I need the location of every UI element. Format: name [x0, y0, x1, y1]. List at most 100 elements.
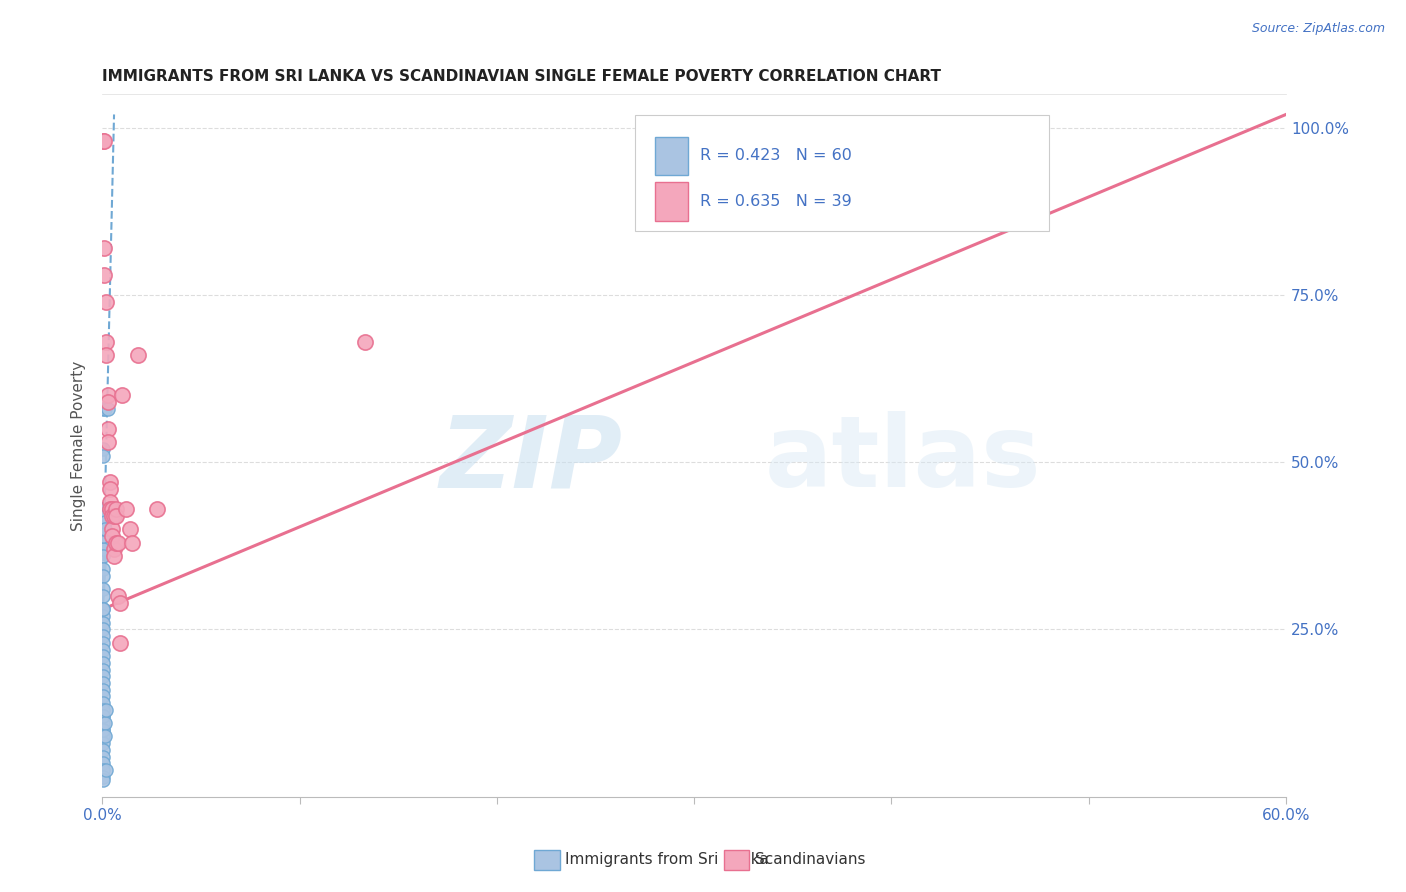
Point [98, 495, 121, 509]
Point [91, 449, 114, 463]
Point [96, 334, 118, 349]
Point [96, 703, 118, 717]
Point [121, 535, 143, 549]
Point [91, 609, 114, 624]
Point [103, 508, 125, 523]
Point [96, 348, 118, 362]
Point [111, 388, 134, 402]
Point [91, 642, 114, 657]
Point [97, 401, 120, 416]
Text: atlas: atlas [765, 411, 1042, 508]
Point [107, 535, 129, 549]
Point [91, 542, 114, 557]
Point [91, 749, 114, 764]
Point [118, 522, 141, 536]
Point [91, 663, 114, 677]
Point [101, 508, 124, 523]
Point [91, 522, 114, 536]
Point [93, 709, 115, 723]
FancyBboxPatch shape [655, 182, 688, 221]
FancyBboxPatch shape [636, 115, 1049, 231]
Point [93, 134, 115, 148]
Point [93, 268, 115, 282]
Point [91, 582, 114, 597]
Point [91, 716, 114, 731]
Point [91, 516, 114, 530]
Point [91, 730, 114, 744]
Point [91, 703, 114, 717]
Text: Scandinavians: Scandinavians [755, 853, 866, 867]
Point [93, 723, 115, 737]
Point [127, 348, 149, 362]
Point [91, 401, 114, 416]
Point [91, 656, 114, 670]
Point [97, 388, 120, 402]
Point [98, 502, 121, 516]
Point [93, 508, 115, 523]
Point [94, 522, 117, 536]
Point [91, 649, 114, 664]
Point [105, 508, 128, 523]
Point [91, 589, 114, 603]
Point [91, 134, 114, 148]
Point [91, 615, 114, 630]
Point [146, 502, 169, 516]
Text: Immigrants from Sri Lanka: Immigrants from Sri Lanka [565, 853, 769, 867]
Text: IMMIGRANTS FROM SRI LANKA VS SCANDINAVIAN SINGLE FEMALE POVERTY CORRELATION CHAR: IMMIGRANTS FROM SRI LANKA VS SCANDINAVIA… [103, 69, 941, 84]
Point [91, 772, 114, 787]
Point [93, 516, 115, 530]
Point [91, 629, 114, 643]
Point [91, 636, 114, 650]
Point [91, 690, 114, 704]
Point [91, 669, 114, 683]
Point [98, 475, 121, 490]
Point [91, 770, 114, 784]
Point [93, 522, 115, 536]
Point [91, 442, 114, 456]
Point [105, 502, 128, 516]
Point [98, 482, 121, 496]
Text: ZIP: ZIP [440, 411, 623, 508]
Point [91, 535, 114, 549]
FancyBboxPatch shape [655, 136, 688, 175]
Text: Source: ZipAtlas.com: Source: ZipAtlas.com [1251, 22, 1385, 36]
Point [97, 422, 120, 436]
Point [91, 709, 114, 723]
Point [96, 763, 118, 777]
Point [103, 542, 125, 557]
Point [91, 682, 114, 697]
Text: R = 0.635   N = 39: R = 0.635 N = 39 [700, 194, 852, 209]
Point [105, 535, 128, 549]
Point [353, 334, 375, 349]
Point [101, 502, 124, 516]
Point [91, 696, 114, 710]
Point [91, 676, 114, 690]
Point [93, 241, 115, 255]
Point [91, 569, 114, 583]
Point [108, 636, 131, 650]
Point [97, 435, 120, 450]
Point [94, 516, 117, 530]
Point [94, 730, 117, 744]
Point [91, 562, 114, 576]
Point [93, 602, 115, 616]
Point [93, 529, 115, 543]
Point [115, 502, 138, 516]
Point [91, 763, 114, 777]
Point [91, 743, 114, 757]
Point [93, 502, 115, 516]
Point [94, 716, 117, 731]
Point [91, 602, 114, 616]
Point [91, 756, 114, 771]
Point [91, 736, 114, 750]
Point [91, 508, 114, 523]
Point [107, 589, 129, 603]
Point [91, 723, 114, 737]
Point [91, 502, 114, 516]
Point [94, 508, 117, 523]
Point [96, 294, 118, 309]
Point [91, 549, 114, 563]
Text: R = 0.423   N = 60: R = 0.423 N = 60 [700, 148, 852, 163]
Point [93, 502, 115, 516]
Point [91, 623, 114, 637]
